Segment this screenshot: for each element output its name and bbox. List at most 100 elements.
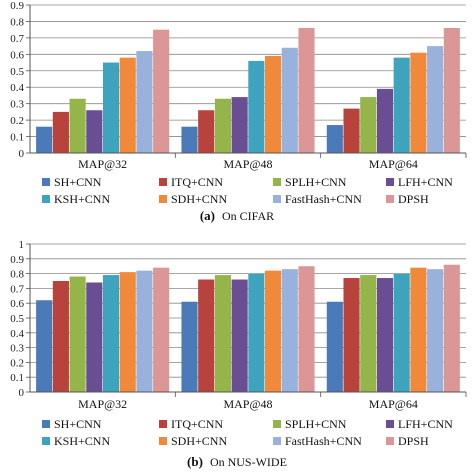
bar (52, 111, 69, 153)
legend-label: SPLH+CNN (285, 175, 347, 189)
y-tick-label: 0.6 (10, 49, 24, 61)
bar (136, 51, 153, 153)
bar (427, 46, 444, 153)
legend-swatch (273, 420, 281, 428)
legend-swatch (273, 437, 281, 445)
y-tick-label: 0.4 (10, 328, 24, 340)
bar (153, 29, 170, 154)
bar (52, 281, 69, 392)
legend-swatch (42, 178, 50, 186)
caption-nus-wide: (b) On NUS-WIDE (187, 454, 287, 469)
legend-label: SDH+CNN (171, 434, 227, 448)
category-label: MAP@64 (369, 397, 418, 411)
y-tick-label: 0.9 (10, 254, 24, 266)
y-tick-label: 0 (19, 148, 25, 160)
bar (248, 60, 265, 153)
legend-label: ITQ+CNN (171, 417, 223, 431)
category-label: MAP@64 (369, 157, 418, 171)
legend-label: LFH+CNN (398, 175, 453, 189)
bar (360, 275, 377, 392)
legend-label: ITQ+CNN (171, 175, 223, 189)
category-label: MAP@32 (78, 397, 127, 411)
legend-swatch (273, 195, 281, 203)
bar (281, 269, 298, 392)
legend: SH+CNN ITQ+CNN SPLH+CNN LFH+CNN KSH+CNN SDH+C… (42, 417, 453, 448)
legend-label: DPSH (398, 192, 429, 206)
bar (410, 52, 427, 153)
bar (231, 279, 248, 392)
caption-text: On NUS-WIDE (210, 455, 287, 469)
axes (26, 243, 467, 397)
category-label: MAP@48 (223, 157, 272, 171)
legend-swatch (42, 195, 50, 203)
y-tick-label: 0.4 (10, 82, 24, 94)
y-tick-label: 0.5 (10, 313, 24, 325)
y-tick-label: 0.1 (10, 132, 24, 144)
bar (36, 126, 53, 153)
bar (181, 301, 198, 392)
y-tick-label: 0.8 (10, 16, 24, 28)
bar (214, 275, 231, 392)
bar (119, 57, 136, 153)
bar (376, 278, 394, 392)
legend-swatch (386, 178, 394, 186)
bar (231, 97, 248, 153)
bar (102, 62, 120, 153)
bar (376, 88, 394, 153)
legend-label: KSH+CNN (54, 192, 110, 206)
y-tick-labels: 0 0.1 0.2 0.3 0.4 0.5 0.6 0.7 0.8 0.9 1 (10, 239, 24, 399)
y-tick-label: 0.2 (10, 115, 24, 127)
y-tick-label: 0.3 (10, 343, 24, 355)
legend-label: LFH+CNN (398, 417, 453, 431)
legend-label: FastHash+CNN (285, 434, 362, 448)
bars (36, 28, 460, 154)
category-labels: MAP@32 MAP@48 MAP@64 (78, 397, 418, 411)
y-tick-label: 0.8 (10, 269, 24, 281)
bar (410, 267, 427, 392)
legend-label: DPSH (398, 434, 429, 448)
bar (443, 264, 460, 392)
category-label: MAP@32 (78, 157, 127, 171)
grid-lines (30, 243, 466, 378)
bar (248, 273, 265, 392)
legend-swatch (42, 420, 50, 428)
bar (427, 269, 444, 392)
y-tick-label: 0.1 (10, 372, 24, 384)
y-tick-labels: 0 0.1 0.2 0.3 0.4 0.5 0.6 0.7 0.8 0.9 (10, 0, 24, 160)
bar (69, 276, 86, 392)
bar (69, 98, 86, 153)
legend-swatch (159, 195, 167, 203)
y-tick-label: 1 (19, 239, 25, 251)
legend-label: KSH+CNN (54, 434, 110, 448)
legend-label: SH+CNN (54, 175, 102, 189)
legend-swatch (273, 178, 281, 186)
bar (393, 57, 410, 153)
legend-label: SH+CNN (54, 417, 102, 431)
axes (26, 4, 467, 158)
bar (153, 267, 170, 392)
y-tick-label: 0.9 (10, 0, 24, 12)
bar (343, 108, 360, 153)
bar (136, 270, 153, 392)
bar (36, 300, 53, 392)
bar (298, 28, 315, 153)
y-tick-label: 0.7 (10, 33, 24, 45)
legend-swatch (159, 437, 167, 445)
category-labels: MAP@32 MAP@48 MAP@64 (78, 157, 418, 171)
bar (181, 126, 198, 153)
caption-letter: (b) (187, 454, 203, 469)
y-tick-label: 0.2 (10, 357, 24, 369)
bar (393, 273, 410, 392)
legend-swatch (386, 437, 394, 445)
legend-swatch (386, 195, 394, 203)
y-tick-label: 0.5 (10, 66, 24, 78)
chart-cifar: 0 0.1 0.2 0.3 0.4 0.5 0.6 0.7 0.8 0.9 MAP@32 MAP@4… (10, 0, 467, 223)
bar (214, 98, 231, 153)
bar (119, 272, 136, 392)
legend-swatch (159, 178, 167, 186)
bar (265, 55, 282, 153)
caption-letter: (a) (200, 208, 215, 223)
bar (443, 28, 460, 153)
category-label: MAP@48 (223, 397, 272, 411)
